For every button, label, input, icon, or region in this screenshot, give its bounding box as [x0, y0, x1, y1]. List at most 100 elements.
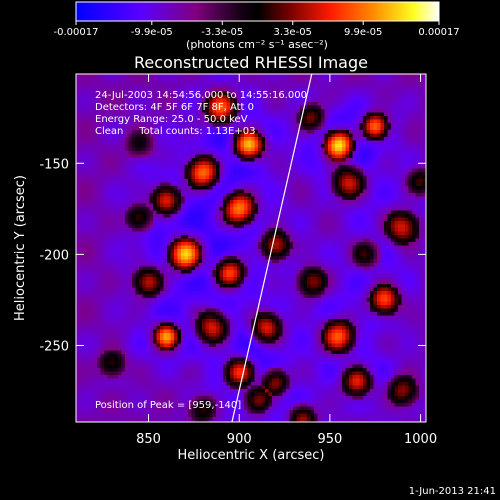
- heatmap-cell: [191, 210, 196, 215]
- heatmap-cell: [261, 165, 266, 170]
- heatmap-cell: [174, 112, 179, 117]
- heatmap-cell: [300, 172, 305, 177]
- heatmap-cell: [240, 77, 245, 82]
- heatmap-cell: [79, 119, 84, 124]
- heatmap-cell: [380, 81, 385, 86]
- heatmap-cell: [202, 84, 207, 89]
- heatmap-cell: [412, 116, 417, 121]
- heatmap-cell: [132, 175, 137, 180]
- heatmap-cell: [216, 182, 221, 187]
- heatmap-cell: [317, 95, 322, 100]
- heatmap-cell: [401, 140, 406, 145]
- heatmap-cell: [272, 189, 277, 194]
- heatmap-cell: [293, 179, 298, 184]
- heatmap-cell: [142, 84, 147, 89]
- heatmap-cell: [373, 186, 378, 191]
- heatmap-cell: [328, 130, 333, 135]
- heatmap-cell: [184, 140, 189, 145]
- heatmap-cell: [300, 182, 305, 187]
- heatmap-cell: [156, 168, 161, 173]
- heatmap-cell: [167, 238, 172, 243]
- heatmap-cell: [401, 168, 406, 173]
- heatmap-cell: [408, 221, 413, 226]
- heatmap-cell: [345, 158, 350, 163]
- heatmap-cell: [167, 210, 172, 215]
- heatmap-cell: [93, 196, 98, 201]
- heatmap-cell: [132, 161, 137, 166]
- heatmap-cell: [240, 186, 245, 191]
- heatmap-cell: [237, 175, 242, 180]
- heatmap-cell: [153, 102, 158, 107]
- heatmap-cell: [265, 74, 270, 79]
- heatmap-cell: [181, 137, 186, 142]
- heatmap-cell: [286, 182, 291, 187]
- heatmap-cell: [356, 214, 361, 219]
- heatmap-cell: [289, 203, 294, 208]
- heatmap-cell: [349, 210, 354, 215]
- heatmap-cell: [219, 196, 224, 201]
- heatmap-cell: [153, 88, 158, 93]
- heatmap-cell: [422, 88, 426, 93]
- heatmap-cell: [149, 210, 154, 215]
- heatmap-cell: [128, 203, 133, 208]
- heatmap-cell: [324, 151, 329, 156]
- heatmap-cell: [258, 112, 263, 117]
- heatmap-cell: [345, 91, 350, 96]
- heatmap-cell: [328, 133, 333, 138]
- heatmap-cell: [359, 238, 364, 243]
- heatmap-cell: [321, 165, 326, 170]
- heatmap-cell: [205, 105, 210, 110]
- heatmap-cell: [342, 133, 347, 138]
- heatmap-cell: [195, 116, 200, 121]
- heatmap-cell: [198, 140, 203, 145]
- heatmap-cell: [345, 182, 350, 187]
- heatmap-cell: [398, 123, 403, 128]
- heatmap-cell: [384, 224, 389, 229]
- heatmap-cell: [244, 165, 249, 170]
- heatmap-cell: [233, 161, 238, 166]
- heatmap-cell: [321, 175, 326, 180]
- heatmap-cell: [212, 116, 217, 121]
- heatmap-cell: [83, 161, 88, 166]
- heatmap-cell: [391, 242, 396, 247]
- heatmap-cell: [254, 189, 259, 194]
- heatmap-cell: [135, 74, 140, 79]
- heatmap-cell: [153, 224, 158, 229]
- heatmap-cell: [128, 147, 133, 152]
- heatmap-cell: [366, 210, 371, 215]
- heatmap-cell: [391, 116, 396, 121]
- heatmap-cell: [282, 112, 287, 117]
- heatmap-cell: [398, 221, 403, 226]
- heatmap-cell: [114, 91, 119, 96]
- heatmap-cell: [296, 214, 301, 219]
- heatmap-cell: [415, 186, 420, 191]
- heatmap-cell: [198, 196, 203, 201]
- heatmap-cell: [114, 245, 119, 250]
- heatmap-cell: [160, 189, 165, 194]
- heatmap-cell: [296, 123, 301, 128]
- heatmap-cell: [415, 242, 420, 247]
- heatmap-cell: [212, 203, 217, 208]
- heatmap-cell: [328, 175, 333, 180]
- heatmap-cell: [317, 182, 322, 187]
- heatmap-cell: [408, 144, 413, 149]
- heatmap-cell: [342, 217, 347, 222]
- heatmap-cell: [373, 193, 378, 198]
- heatmap-cell: [303, 168, 308, 173]
- heatmap-cell: [405, 88, 410, 93]
- heatmap-cell: [363, 189, 368, 194]
- heatmap-cell: [412, 147, 417, 152]
- heatmap-cell: [247, 168, 252, 173]
- heatmap-cell: [139, 95, 144, 100]
- heatmap-cell: [223, 214, 228, 219]
- heatmap-cell: [405, 109, 410, 114]
- heatmap-cell: [160, 245, 165, 250]
- heatmap-cell: [342, 144, 347, 149]
- heatmap-cell: [247, 189, 252, 194]
- heatmap-cell: [352, 133, 357, 138]
- heatmap-cell: [212, 231, 217, 236]
- heatmap-cell: [202, 221, 207, 226]
- heatmap-cell: [191, 235, 196, 240]
- heatmap-cell: [415, 119, 420, 124]
- heatmap-cell: [223, 172, 228, 177]
